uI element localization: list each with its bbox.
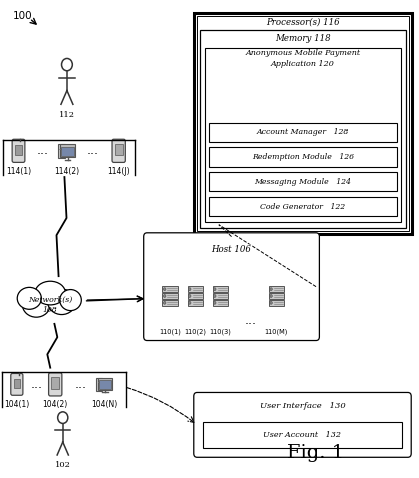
Text: Fig. 1: Fig. 1 bbox=[287, 444, 344, 462]
Text: 100: 100 bbox=[13, 11, 32, 21]
FancyBboxPatch shape bbox=[199, 30, 406, 228]
FancyBboxPatch shape bbox=[203, 422, 402, 448]
FancyBboxPatch shape bbox=[14, 379, 20, 388]
FancyBboxPatch shape bbox=[49, 373, 62, 396]
FancyBboxPatch shape bbox=[269, 286, 284, 292]
FancyBboxPatch shape bbox=[98, 379, 112, 390]
Circle shape bbox=[270, 302, 272, 304]
Ellipse shape bbox=[22, 292, 50, 317]
FancyBboxPatch shape bbox=[163, 293, 178, 299]
Ellipse shape bbox=[35, 281, 65, 305]
FancyBboxPatch shape bbox=[212, 286, 228, 292]
Circle shape bbox=[214, 288, 216, 291]
FancyBboxPatch shape bbox=[11, 373, 23, 395]
Text: ...: ... bbox=[31, 378, 43, 391]
Text: Messaging Module   124: Messaging Module 124 bbox=[254, 178, 351, 186]
Circle shape bbox=[189, 288, 191, 291]
Text: Code Generator   122: Code Generator 122 bbox=[260, 203, 345, 211]
Circle shape bbox=[163, 288, 166, 291]
Text: ...: ... bbox=[37, 144, 49, 157]
FancyBboxPatch shape bbox=[112, 139, 125, 163]
Circle shape bbox=[214, 302, 216, 304]
Circle shape bbox=[189, 302, 191, 304]
Text: Anonymous Mobile Payment
Application 120: Anonymous Mobile Payment Application 120 bbox=[245, 49, 360, 67]
FancyBboxPatch shape bbox=[163, 300, 178, 306]
Text: Redemption Module   126: Redemption Module 126 bbox=[252, 153, 354, 161]
Text: Processor(s) 116: Processor(s) 116 bbox=[266, 18, 339, 27]
FancyBboxPatch shape bbox=[144, 233, 319, 340]
FancyBboxPatch shape bbox=[61, 147, 74, 156]
FancyBboxPatch shape bbox=[15, 145, 22, 155]
Text: Account Manager   128: Account Manager 128 bbox=[256, 128, 349, 136]
FancyBboxPatch shape bbox=[204, 48, 401, 222]
Text: ...: ... bbox=[87, 144, 99, 157]
Text: 104(2): 104(2) bbox=[43, 400, 68, 409]
Text: 110(M): 110(M) bbox=[265, 329, 288, 335]
Text: User Account   132: User Account 132 bbox=[264, 431, 341, 439]
Text: 110(3): 110(3) bbox=[209, 329, 231, 335]
FancyBboxPatch shape bbox=[99, 380, 111, 389]
FancyBboxPatch shape bbox=[269, 293, 284, 299]
Text: ...: ... bbox=[245, 314, 256, 326]
FancyBboxPatch shape bbox=[209, 148, 397, 166]
Text: 104(1): 104(1) bbox=[4, 400, 29, 409]
Text: 110(2): 110(2) bbox=[184, 329, 206, 335]
FancyBboxPatch shape bbox=[194, 392, 411, 457]
Text: 102: 102 bbox=[55, 461, 71, 469]
Text: 114(J): 114(J) bbox=[107, 167, 130, 176]
FancyBboxPatch shape bbox=[58, 144, 65, 158]
FancyBboxPatch shape bbox=[188, 286, 202, 292]
Ellipse shape bbox=[48, 289, 75, 315]
FancyBboxPatch shape bbox=[212, 300, 228, 306]
Text: 114(2): 114(2) bbox=[54, 167, 80, 176]
Circle shape bbox=[270, 288, 272, 291]
FancyBboxPatch shape bbox=[269, 300, 284, 306]
Ellipse shape bbox=[60, 290, 81, 311]
FancyBboxPatch shape bbox=[197, 16, 409, 231]
FancyBboxPatch shape bbox=[96, 378, 102, 391]
FancyBboxPatch shape bbox=[209, 172, 397, 191]
Circle shape bbox=[270, 294, 272, 297]
FancyBboxPatch shape bbox=[12, 139, 25, 163]
Text: User Interface   130: User Interface 130 bbox=[260, 402, 345, 410]
FancyBboxPatch shape bbox=[188, 293, 202, 299]
Text: 112: 112 bbox=[59, 111, 75, 119]
FancyBboxPatch shape bbox=[209, 123, 397, 142]
Circle shape bbox=[214, 294, 216, 297]
FancyBboxPatch shape bbox=[52, 378, 59, 389]
Circle shape bbox=[163, 294, 166, 297]
Text: Memory 118: Memory 118 bbox=[275, 34, 331, 43]
FancyBboxPatch shape bbox=[188, 300, 202, 306]
Circle shape bbox=[163, 302, 166, 304]
Circle shape bbox=[189, 294, 191, 297]
FancyBboxPatch shape bbox=[59, 144, 75, 157]
FancyBboxPatch shape bbox=[209, 197, 397, 216]
FancyBboxPatch shape bbox=[194, 12, 411, 234]
Text: 110(1): 110(1) bbox=[159, 329, 181, 335]
FancyBboxPatch shape bbox=[212, 293, 228, 299]
FancyBboxPatch shape bbox=[115, 144, 122, 155]
Text: ...: ... bbox=[74, 378, 86, 391]
Ellipse shape bbox=[17, 287, 41, 309]
Text: 108: 108 bbox=[43, 305, 57, 314]
Text: Network(s): Network(s) bbox=[28, 295, 72, 304]
FancyBboxPatch shape bbox=[163, 286, 178, 292]
Text: Host 106: Host 106 bbox=[212, 245, 251, 254]
Text: 104(N): 104(N) bbox=[91, 400, 118, 409]
Text: 114(1): 114(1) bbox=[6, 167, 31, 176]
